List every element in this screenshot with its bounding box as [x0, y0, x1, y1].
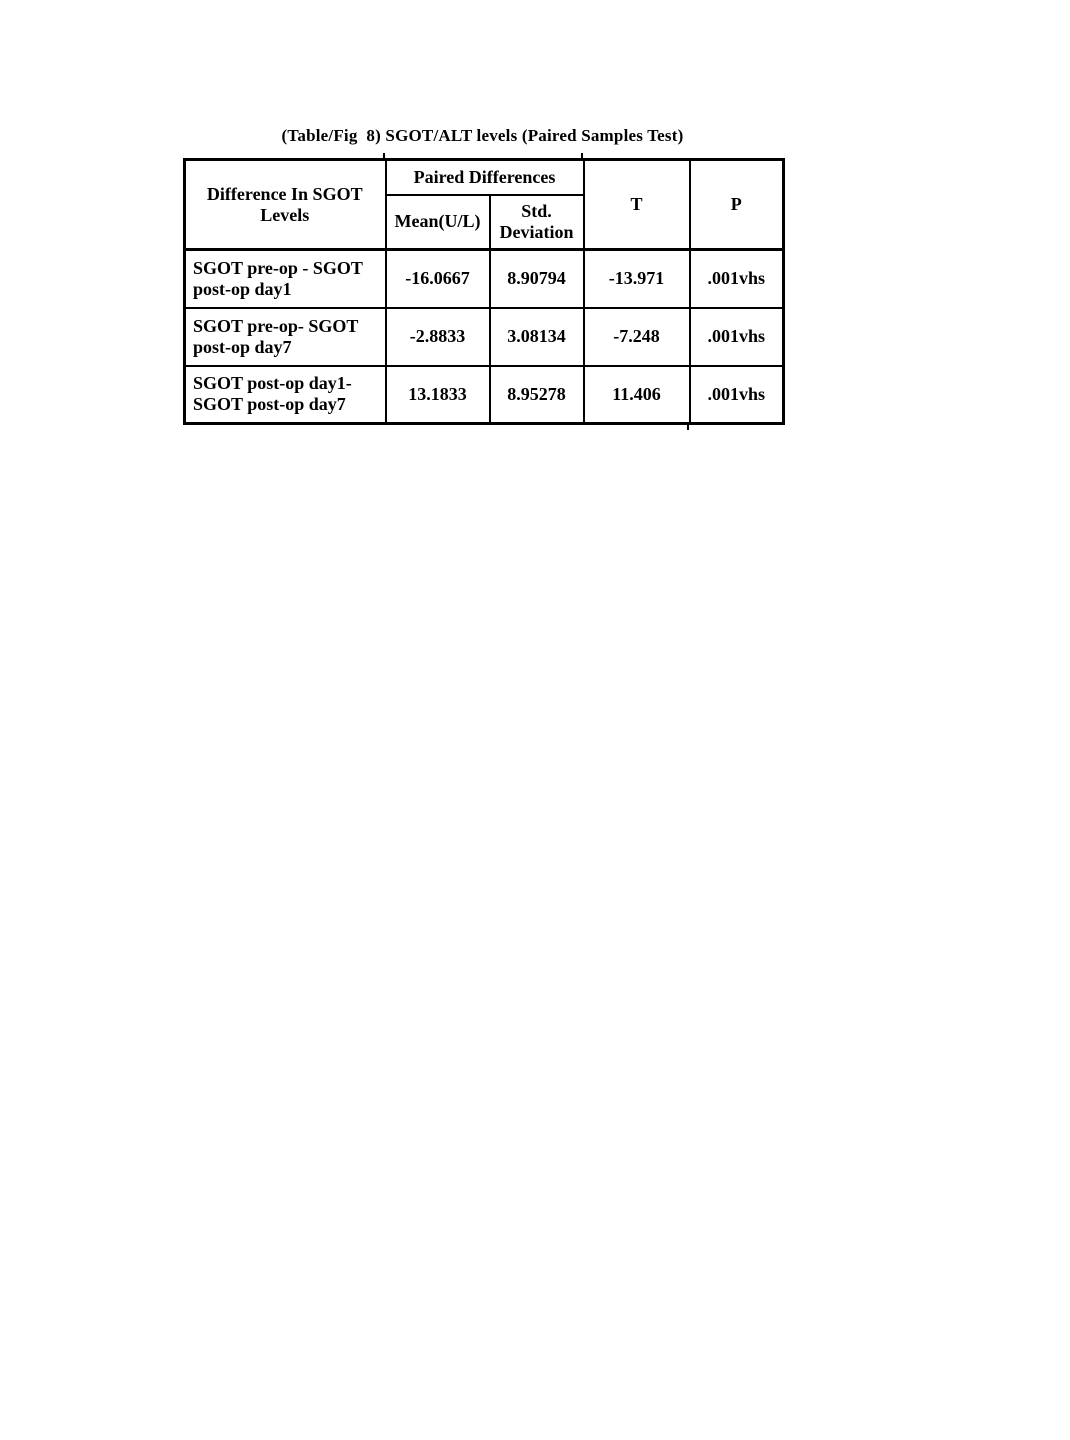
paired-samples-table: Difference In SGOT Levels Paired Differe… — [183, 158, 786, 425]
header-difference-levels: Difference In SGOT Levels — [183, 158, 387, 251]
table-border-artifact — [687, 425, 689, 430]
p-value-cell: .001vhs — [688, 248, 785, 309]
header-paired-differences: Paired Differences — [384, 158, 585, 196]
p-value-cell: .001vhs — [688, 306, 785, 367]
t-value-cell: -13.971 — [582, 248, 691, 309]
t-value-cell: -7.248 — [582, 306, 691, 367]
header-row-top: Difference In SGOT Levels Paired Differe… — [183, 158, 785, 251]
table-caption: (Table/Fig 8) SGOT/ALT levels (Paired Sa… — [281, 126, 684, 145]
table-wrap: Difference In SGOT Levels Paired Differe… — [183, 153, 786, 430]
std-value-cell: 8.95278 — [488, 364, 585, 425]
header-std-deviation: Std. Deviation — [488, 193, 585, 251]
row-label-cell: SGOT post-op day1- SGOT post-op day7 — [183, 364, 387, 425]
mean-value-cell: 13.1833 — [384, 364, 491, 425]
table-row: SGOT post-op day1- SGOT post-op day7 13.… — [183, 364, 785, 425]
std-value-cell: 8.90794 — [488, 248, 585, 309]
header-row-sub: Mean(U/L) Std. Deviation — [185, 193, 784, 251]
header-p: P — [688, 158, 785, 251]
row-label-cell: SGOT pre-op- SGOT post-op day7 — [183, 306, 387, 367]
table-border-artifact — [581, 153, 583, 158]
mean-value-cell: -16.0667 — [384, 248, 491, 309]
table-body: SGOT pre-op - SGOT post-op day1 -16.0667… — [183, 248, 785, 425]
mean-value-cell: -2.8833 — [384, 306, 491, 367]
p-value-cell: .001vhs — [688, 364, 785, 425]
table-row: SGOT pre-op - SGOT post-op day1 -16.0667… — [183, 248, 785, 309]
table-header: Difference In SGOT Levels Paired Differe… — [183, 158, 785, 251]
table-row: SGOT pre-op- SGOT post-op day7 -2.8833 3… — [183, 306, 785, 367]
header-mean: Mean(U/L) — [384, 193, 491, 251]
t-value-cell: 11.406 — [582, 364, 691, 425]
std-value-cell: 3.08134 — [488, 306, 585, 367]
figure-block: (Table/Fig 8) SGOT/ALT levels (Paired Sa… — [183, 120, 786, 430]
header-t: T — [582, 158, 691, 251]
row-label-cell: SGOT pre-op - SGOT post-op day1 — [183, 248, 387, 309]
table-border-artifact — [383, 153, 385, 158]
